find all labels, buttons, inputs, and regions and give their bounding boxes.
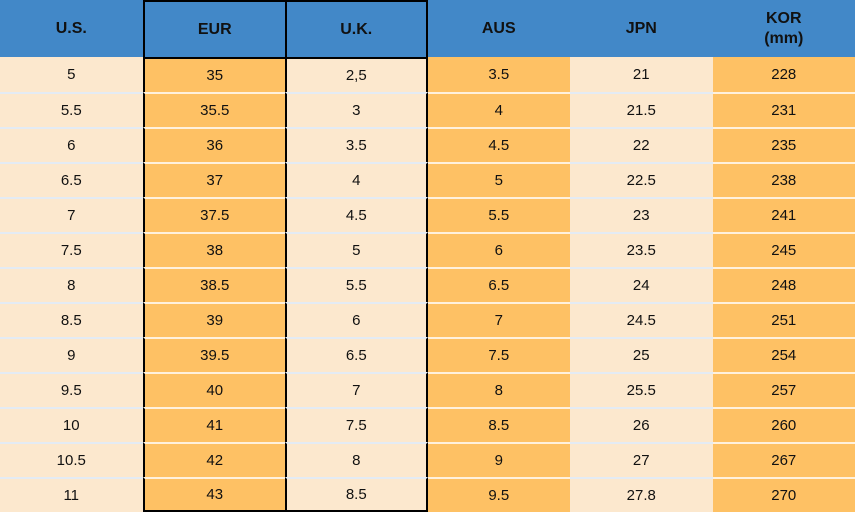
table-cell-jpn-row2: 21.5: [570, 92, 713, 127]
table-cell-uk-row8: 6: [285, 302, 428, 337]
table-cell-jpn-row10: 25.5: [570, 372, 713, 407]
table-cell-us-row13: 11: [0, 477, 143, 512]
table-cell-us-row1: 5: [0, 57, 143, 92]
table-cell-aus-row7: 6.5: [427, 267, 570, 302]
table-cell-kor-row5: 241: [712, 197, 855, 232]
table-cell-jpn-row3: 22: [570, 127, 713, 162]
table-cell-uk-row4: 4: [285, 162, 428, 197]
table-cell-kor-row13: 270: [712, 477, 855, 512]
table-cell-aus-row12: 9: [427, 442, 570, 477]
table-cell-uk-row7: 5.5: [285, 267, 428, 302]
table-cell-eur-row11: 41: [142, 407, 285, 442]
table-cell-eur-row3: 36: [142, 127, 285, 162]
column-header-jpn-label: JPN: [625, 19, 657, 37]
column-header-us: U.S.: [0, 0, 143, 57]
table-cell-eur-row9: 39.5: [142, 337, 285, 372]
table-cell-eur-row8: 39: [142, 302, 285, 337]
table-cell-eur-row7: 38.5: [142, 267, 285, 302]
table-cell-kor-row9: 254: [712, 337, 855, 372]
column-header-uk: U.K.: [285, 0, 428, 57]
table-cell-kor-row4: 238: [712, 162, 855, 197]
table-cell-eur-row1: 35: [142, 57, 285, 92]
column-header-uk-label: U.K.: [340, 20, 373, 38]
table-cell-uk-row10: 7: [285, 372, 428, 407]
column-header-eur-label: EUR: [197, 20, 232, 38]
table-cell-kor-row6: 245: [712, 232, 855, 267]
table-cell-kor-row10: 257: [712, 372, 855, 407]
table-cell-eur-row10: 40: [142, 372, 285, 407]
column-header-aus: AUS: [427, 0, 570, 57]
table-cell-aus-row11: 8.5: [427, 407, 570, 442]
table-cell-jpn-row1: 21: [570, 57, 713, 92]
table-cell-jpn-row6: 23.5: [570, 232, 713, 267]
table-cell-aus-row1: 3.5: [427, 57, 570, 92]
table-cell-us-row8: 8.5: [0, 302, 143, 337]
table-cell-jpn-row7: 24: [570, 267, 713, 302]
table-cell-kor-row12: 267: [712, 442, 855, 477]
column-header-jpn: JPN: [570, 0, 713, 57]
table-cell-jpn-row11: 26: [570, 407, 713, 442]
table-cell-eur-row5: 37.5: [142, 197, 285, 232]
column-header-kor: KOR (mm): [712, 0, 855, 57]
table-cell-kor-row2: 231: [712, 92, 855, 127]
table-cell-jpn-row9: 25: [570, 337, 713, 372]
table-cell-us-row10: 9.5: [0, 372, 143, 407]
table-cell-us-row4: 6.5: [0, 162, 143, 197]
table-cell-kor-row11: 260: [712, 407, 855, 442]
table-cell-aus-row6: 6: [427, 232, 570, 267]
table-cell-us-row6: 7.5: [0, 232, 143, 267]
table-cell-eur-row2: 35.5: [142, 92, 285, 127]
table-cell-uk-row2: 3: [285, 92, 428, 127]
column-header-eur: EUR: [142, 0, 285, 57]
table-cell-kor-row1: 228: [712, 57, 855, 92]
table-cell-uk-row9: 6.5: [285, 337, 428, 372]
table-cell-jpn-row12: 27: [570, 442, 713, 477]
table-cell-uk-row3: 3.5: [285, 127, 428, 162]
column-header-kor-label: KOR: [765, 10, 802, 28]
table-cell-us-row2: 5.5: [0, 92, 143, 127]
table-cell-jpn-row5: 23: [570, 197, 713, 232]
table-cell-kor-row8: 251: [712, 302, 855, 337]
table-cell-jpn-row8: 24.5: [570, 302, 713, 337]
table-cell-uk-row1: 2,5: [285, 57, 428, 92]
table-cell-kor-row3: 235: [712, 127, 855, 162]
table-cell-uk-row12: 8: [285, 442, 428, 477]
table-cell-us-row11: 10: [0, 407, 143, 442]
table-cell-jpn-row13: 27.8: [570, 477, 713, 512]
table-cell-us-row7: 8: [0, 267, 143, 302]
table-cell-eur-row4: 37: [142, 162, 285, 197]
table-cell-eur-row6: 38: [142, 232, 285, 267]
table-cell-aus-row2: 4: [427, 92, 570, 127]
column-header-us-label: U.S.: [55, 19, 87, 37]
table-cell-aus-row10: 8: [427, 372, 570, 407]
table-cell-aus-row9: 7.5: [427, 337, 570, 372]
table-cell-aus-row5: 5.5: [427, 197, 570, 232]
table-cell-uk-row11: 7.5: [285, 407, 428, 442]
table-cell-us-row12: 10.5: [0, 442, 143, 477]
table-cell-kor-row7: 248: [712, 267, 855, 302]
table-cell-jpn-row4: 22.5: [570, 162, 713, 197]
table-cell-us-row9: 9: [0, 337, 143, 372]
table-cell-uk-row5: 4.5: [285, 197, 428, 232]
table-cell-aus-row3: 4.5: [427, 127, 570, 162]
table-cell-uk-row13: 8.5: [285, 477, 428, 512]
table-cell-us-row3: 6: [0, 127, 143, 162]
table-cell-aus-row8: 7: [427, 302, 570, 337]
table-cell-eur-row12: 42: [142, 442, 285, 477]
table-cell-us-row5: 7: [0, 197, 143, 232]
table-cell-eur-row13: 43: [142, 477, 285, 512]
column-header-aus-label: AUS: [481, 19, 516, 37]
table-cell-uk-row6: 5: [285, 232, 428, 267]
table-cell-aus-row13: 9.5: [427, 477, 570, 512]
column-header-kor-unit: (mm): [764, 29, 804, 47]
table-cell-aus-row4: 5: [427, 162, 570, 197]
